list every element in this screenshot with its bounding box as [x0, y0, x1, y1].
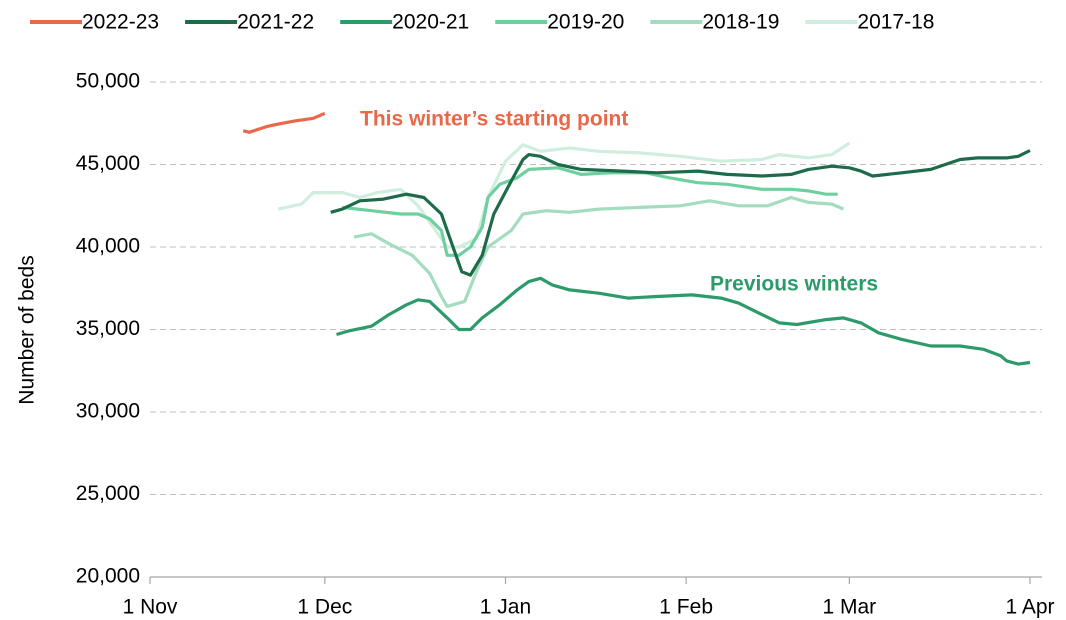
series-line	[242, 111, 326, 134]
x-tick-label: 1 Dec	[297, 596, 352, 619]
annotation: This winter’s starting point	[360, 108, 628, 131]
x-tick-label: 1 Mar	[822, 596, 876, 619]
x-tick-label: 1 Apr	[1005, 596, 1054, 619]
series-line	[353, 195, 845, 308]
y-tick-label: 20,000	[76, 565, 140, 588]
y-tick-label: 35,000	[76, 317, 140, 340]
legend-label: 2017-18	[857, 11, 934, 34]
y-tick-label: 40,000	[76, 235, 140, 258]
series-line	[336, 276, 1031, 366]
legend-label: 2019-20	[547, 11, 624, 34]
y-tick-label: 30,000	[76, 400, 140, 423]
legend-label: 2021-22	[237, 11, 314, 34]
legend-label: 2020-21	[392, 11, 469, 34]
y-tick-label: 25,000	[76, 482, 140, 505]
y-axis-label: Number of beds	[16, 255, 39, 404]
x-tick-label: 1 Feb	[659, 596, 713, 619]
series-line	[330, 149, 1031, 277]
series-line	[342, 166, 838, 257]
y-tick-label: 50,000	[76, 70, 140, 93]
y-tick-label: 45,000	[76, 152, 140, 175]
x-tick-label: 1 Jan	[480, 596, 531, 619]
annotation: Previous winters	[710, 273, 878, 296]
legend-label: 2018-19	[702, 11, 779, 34]
legend-label: 2022-23	[82, 11, 159, 34]
x-tick-label: 1 Nov	[123, 596, 178, 619]
series-line	[277, 141, 851, 249]
